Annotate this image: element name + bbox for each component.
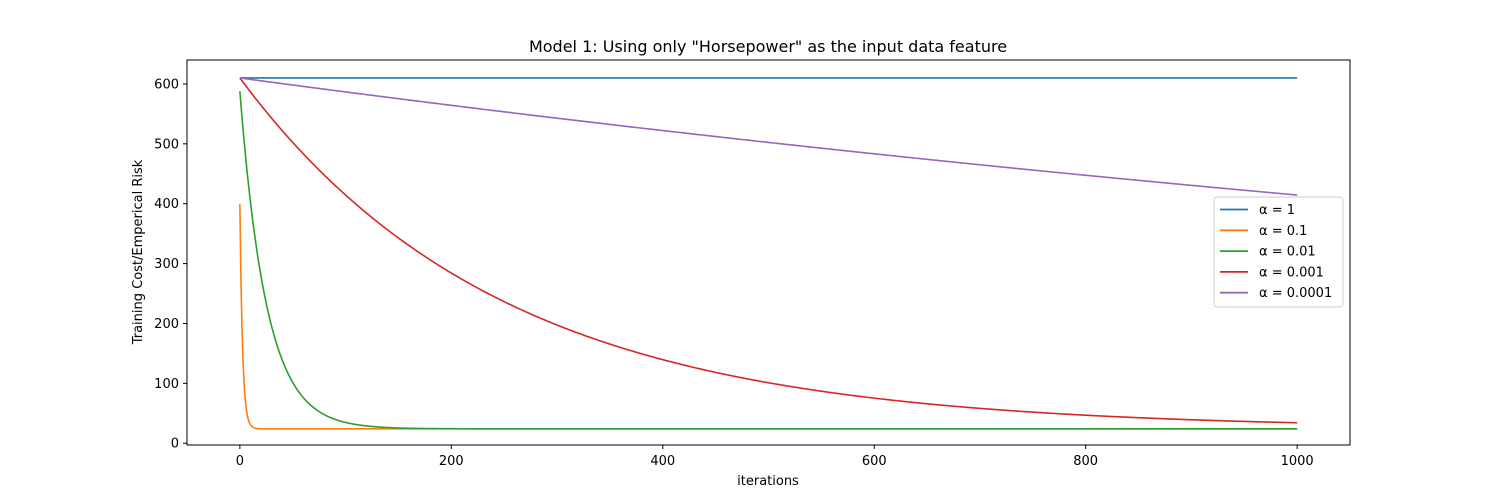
y-tick-label-3: 300 [154, 257, 179, 272]
y-tick-label-4: 400 [154, 197, 179, 212]
x-tick-label-0: 0 [236, 454, 244, 469]
chart-title: Model 1: Using only "Horsepower" as the … [529, 37, 1007, 56]
x-tick-label-1: 200 [439, 454, 464, 469]
x-axis-label: iterations [737, 474, 799, 489]
x-axis: 0 200 400 600 800 1000 [236, 445, 1314, 469]
legend-label-4: α = 0.0001 [1259, 286, 1332, 301]
legend-label-3: α = 0.001 [1259, 265, 1324, 280]
series-line-2 [239, 91, 1298, 430]
legend-label-0: α = 1 [1259, 203, 1295, 218]
x-tick-label-3: 600 [862, 454, 887, 469]
y-axis: 0 100 200 300 400 500 600 [154, 77, 187, 452]
x-tick-label-4: 800 [1073, 454, 1098, 469]
y-tick-label-0: 0 [171, 437, 179, 452]
legend-label-2: α = 0.01 [1259, 245, 1316, 260]
y-axis-label: Training Cost/Emperical Risk [131, 159, 146, 345]
y-tick-label-1: 100 [154, 377, 179, 392]
series-layer [239, 77, 1298, 430]
x-tick-label-5: 1000 [1281, 454, 1314, 469]
legend: α = 1 α = 0.1 α = 0.01 α = 0.001 α = 0.0001 [1213, 196, 1344, 308]
series-line-3 [239, 77, 1298, 424]
y-tick-label-5: 500 [154, 137, 179, 152]
legend-box [1213, 196, 1344, 308]
y-tick-label-2: 200 [154, 317, 179, 332]
x-tick-label-2: 400 [650, 454, 675, 469]
plot-frame [186, 59, 1351, 446]
series-line-4 [239, 77, 1298, 196]
y-tick-label-6: 600 [154, 77, 179, 92]
legend-label-1: α = 0.1 [1259, 224, 1307, 239]
